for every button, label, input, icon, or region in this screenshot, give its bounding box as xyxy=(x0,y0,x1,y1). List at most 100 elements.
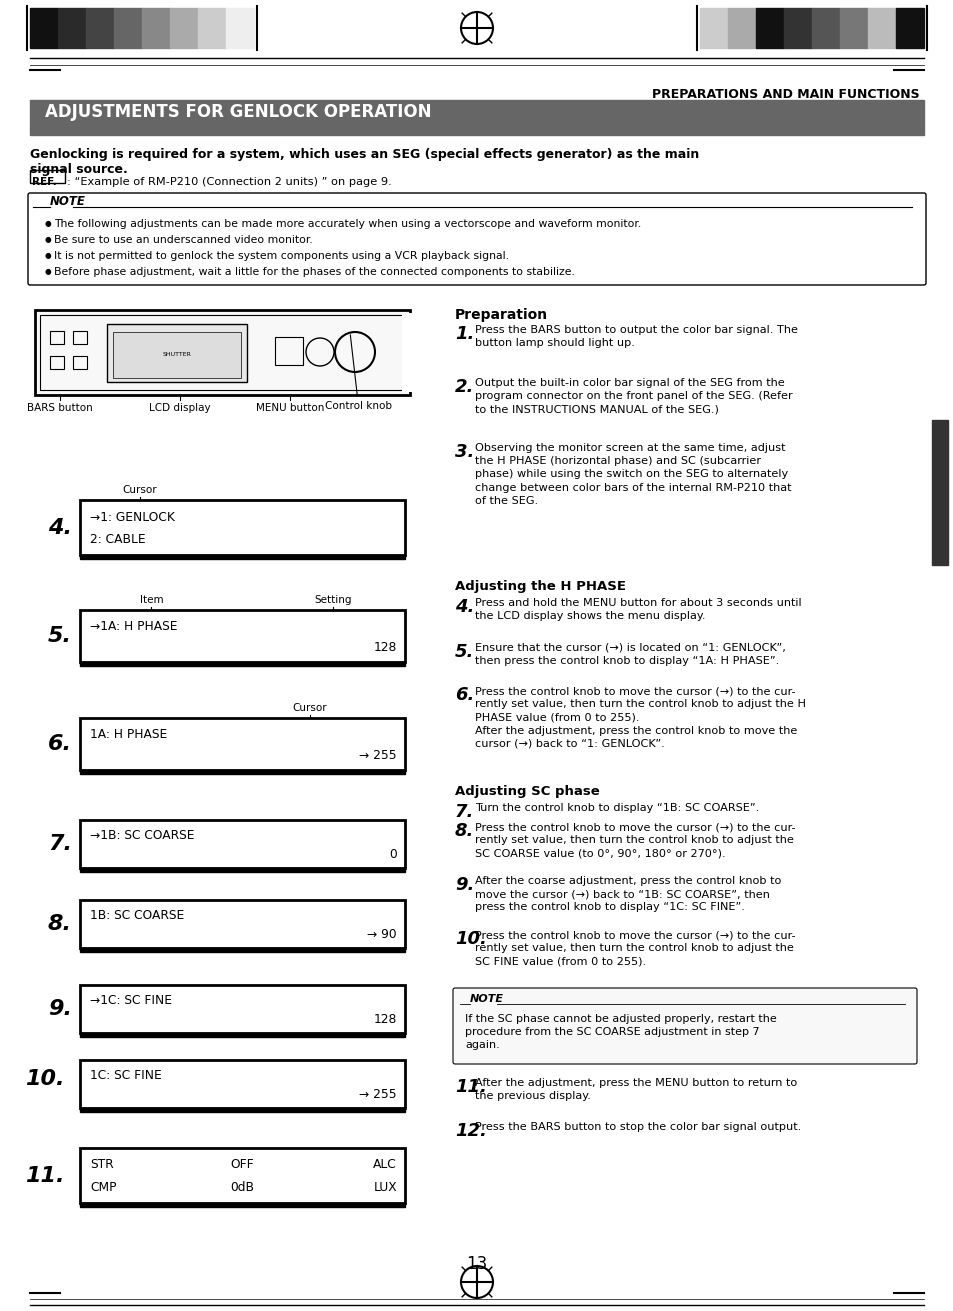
Text: Adjusting the H PHASE: Adjusting the H PHASE xyxy=(455,579,625,593)
Text: Control knob: Control knob xyxy=(325,334,392,412)
Text: OFF: OFF xyxy=(230,1158,253,1171)
Text: BARS button: BARS button xyxy=(27,402,92,413)
Text: 1A: H PHASE: 1A: H PHASE xyxy=(90,728,167,741)
Bar xyxy=(80,499,405,555)
Bar xyxy=(783,8,811,49)
Text: Adjusting SC phase: Adjusting SC phase xyxy=(455,785,599,798)
Text: Press the control knob to move the cursor (→) to the cur-
rently set value, then: Press the control knob to move the curso… xyxy=(475,822,795,859)
Text: Press the control knob to move the cursor (→) to the cur-
rently set value, then: Press the control knob to move the curso… xyxy=(475,686,805,749)
Bar xyxy=(80,770,405,773)
Bar xyxy=(40,315,405,389)
Bar xyxy=(80,1033,405,1037)
Bar xyxy=(80,948,405,952)
Text: 1.: 1. xyxy=(455,325,474,343)
FancyBboxPatch shape xyxy=(453,988,916,1065)
Bar xyxy=(50,330,64,343)
Text: → 90: → 90 xyxy=(367,928,396,941)
Text: 13: 13 xyxy=(466,1255,487,1273)
Text: MENU button: MENU button xyxy=(255,402,324,413)
Text: Setting: Setting xyxy=(314,595,352,604)
Bar xyxy=(727,8,755,49)
Text: Cursor: Cursor xyxy=(123,485,157,496)
Bar xyxy=(170,8,198,49)
Bar xyxy=(80,868,405,872)
Text: STR: STR xyxy=(90,1158,113,1171)
Bar xyxy=(73,357,87,368)
Text: ADJUSTMENTS FOR GENLOCK OPERATION: ADJUSTMENTS FOR GENLOCK OPERATION xyxy=(45,104,431,121)
Text: → 255: → 255 xyxy=(359,749,396,762)
Text: 9.: 9. xyxy=(455,876,474,894)
Text: 7.: 7. xyxy=(48,834,71,853)
Bar xyxy=(73,330,87,343)
Bar xyxy=(112,332,241,378)
Text: After the adjustment, press the MENU button to return to
the previous display.: After the adjustment, press the MENU but… xyxy=(475,1078,797,1101)
Text: LUX: LUX xyxy=(373,1181,396,1194)
Text: It is not permitted to genlock the system components using a VCR playback signal: It is not permitted to genlock the syste… xyxy=(54,250,509,261)
Text: Before phase adjustment, wait a little for the phases of the connected component: Before phase adjustment, wait a little f… xyxy=(54,267,575,277)
Text: 7.: 7. xyxy=(455,804,474,821)
Text: After the coarse adjustment, press the control knob to
move the cursor (→) back : After the coarse adjustment, press the c… xyxy=(475,876,781,912)
Bar xyxy=(80,985,405,1033)
Text: LCD display: LCD display xyxy=(149,402,211,413)
Text: ALC: ALC xyxy=(373,1158,396,1171)
Text: SHUTTER: SHUTTER xyxy=(162,353,192,358)
Text: PREPARATIONS AND MAIN FUNCTIONS: PREPARATIONS AND MAIN FUNCTIONS xyxy=(652,88,919,101)
Text: CMP: CMP xyxy=(90,1181,116,1194)
Text: NOTE: NOTE xyxy=(50,195,86,208)
Text: NOTE: NOTE xyxy=(470,994,503,1004)
Text: 4.: 4. xyxy=(455,598,474,616)
Text: Item: Item xyxy=(139,595,163,604)
Text: →1A: H PHASE: →1A: H PHASE xyxy=(90,620,177,633)
Bar xyxy=(30,170,65,184)
Text: Cursor: Cursor xyxy=(293,703,327,713)
Text: Output the built-in color bar signal of the SEG from the
program connector on th: Output the built-in color bar signal of … xyxy=(475,378,792,414)
Text: 4.: 4. xyxy=(48,518,71,538)
Text: 1C: SC FINE: 1C: SC FINE xyxy=(90,1068,162,1082)
Bar xyxy=(80,610,405,662)
Text: 10.: 10. xyxy=(455,929,486,948)
Text: 128: 128 xyxy=(374,1013,396,1027)
Text: 0dB: 0dB xyxy=(230,1181,253,1194)
Text: → 255: → 255 xyxy=(359,1088,396,1101)
Text: Observing the monitor screen at the same time, adjust
the H PHASE (horizontal ph: Observing the monitor screen at the same… xyxy=(475,443,791,506)
Bar xyxy=(86,8,113,49)
Text: Press the BARS button to output the color bar signal. The
button lamp should lig: Press the BARS button to output the colo… xyxy=(475,325,797,349)
Text: 3.: 3. xyxy=(455,443,474,461)
Text: 8.: 8. xyxy=(455,822,474,840)
Bar xyxy=(80,555,405,558)
Bar xyxy=(80,899,405,948)
Bar xyxy=(755,8,783,49)
Text: 11.: 11. xyxy=(455,1078,486,1096)
Bar xyxy=(30,100,923,135)
Text: →1C: SC FINE: →1C: SC FINE xyxy=(90,994,172,1007)
Text: 6.: 6. xyxy=(48,734,71,754)
Text: ●: ● xyxy=(45,250,51,260)
Text: 6.: 6. xyxy=(455,686,474,704)
Bar xyxy=(80,1203,405,1207)
Text: 2: CABLE: 2: CABLE xyxy=(90,534,146,547)
Bar xyxy=(274,337,303,364)
Text: 5.: 5. xyxy=(455,642,474,661)
Text: Press and hold the MENU button for about 3 seconds until
the LCD display shows t: Press and hold the MENU button for about… xyxy=(475,598,801,621)
Bar xyxy=(30,8,58,49)
Text: →1: GENLOCK: →1: GENLOCK xyxy=(90,511,174,524)
Text: REF.: REF. xyxy=(32,177,56,187)
Text: 12.: 12. xyxy=(455,1122,486,1141)
Bar xyxy=(142,8,170,49)
Text: The following adjustments can be made more accurately when using a vectorscope a: The following adjustments can be made mo… xyxy=(54,219,640,229)
Text: If the SC phase cannot be adjusted properly, restart the
procedure from the SC C: If the SC phase cannot be adjusted prope… xyxy=(464,1013,776,1050)
Text: : “Example of RM-P210 (Connection 2 units) ” on page 9.: : “Example of RM-P210 (Connection 2 unit… xyxy=(67,177,392,187)
Text: Ensure that the cursor (→) is located on “1: GENLOCK”,
then press the control kn: Ensure that the cursor (→) is located on… xyxy=(475,642,785,666)
Text: 128: 128 xyxy=(374,641,396,654)
Bar xyxy=(700,8,727,49)
Bar xyxy=(35,309,410,395)
Text: Be sure to use an underscanned video monitor.: Be sure to use an underscanned video mon… xyxy=(54,235,313,245)
Text: Preparation: Preparation xyxy=(455,308,548,323)
Bar xyxy=(80,1148,405,1203)
Bar xyxy=(80,718,405,770)
Text: 2.: 2. xyxy=(455,378,474,396)
Bar xyxy=(80,662,405,666)
Bar xyxy=(80,1108,405,1112)
Text: Turn the control knob to display “1B: SC COARSE”.: Turn the control knob to display “1B: SC… xyxy=(475,804,759,813)
Text: 11.: 11. xyxy=(26,1165,65,1185)
